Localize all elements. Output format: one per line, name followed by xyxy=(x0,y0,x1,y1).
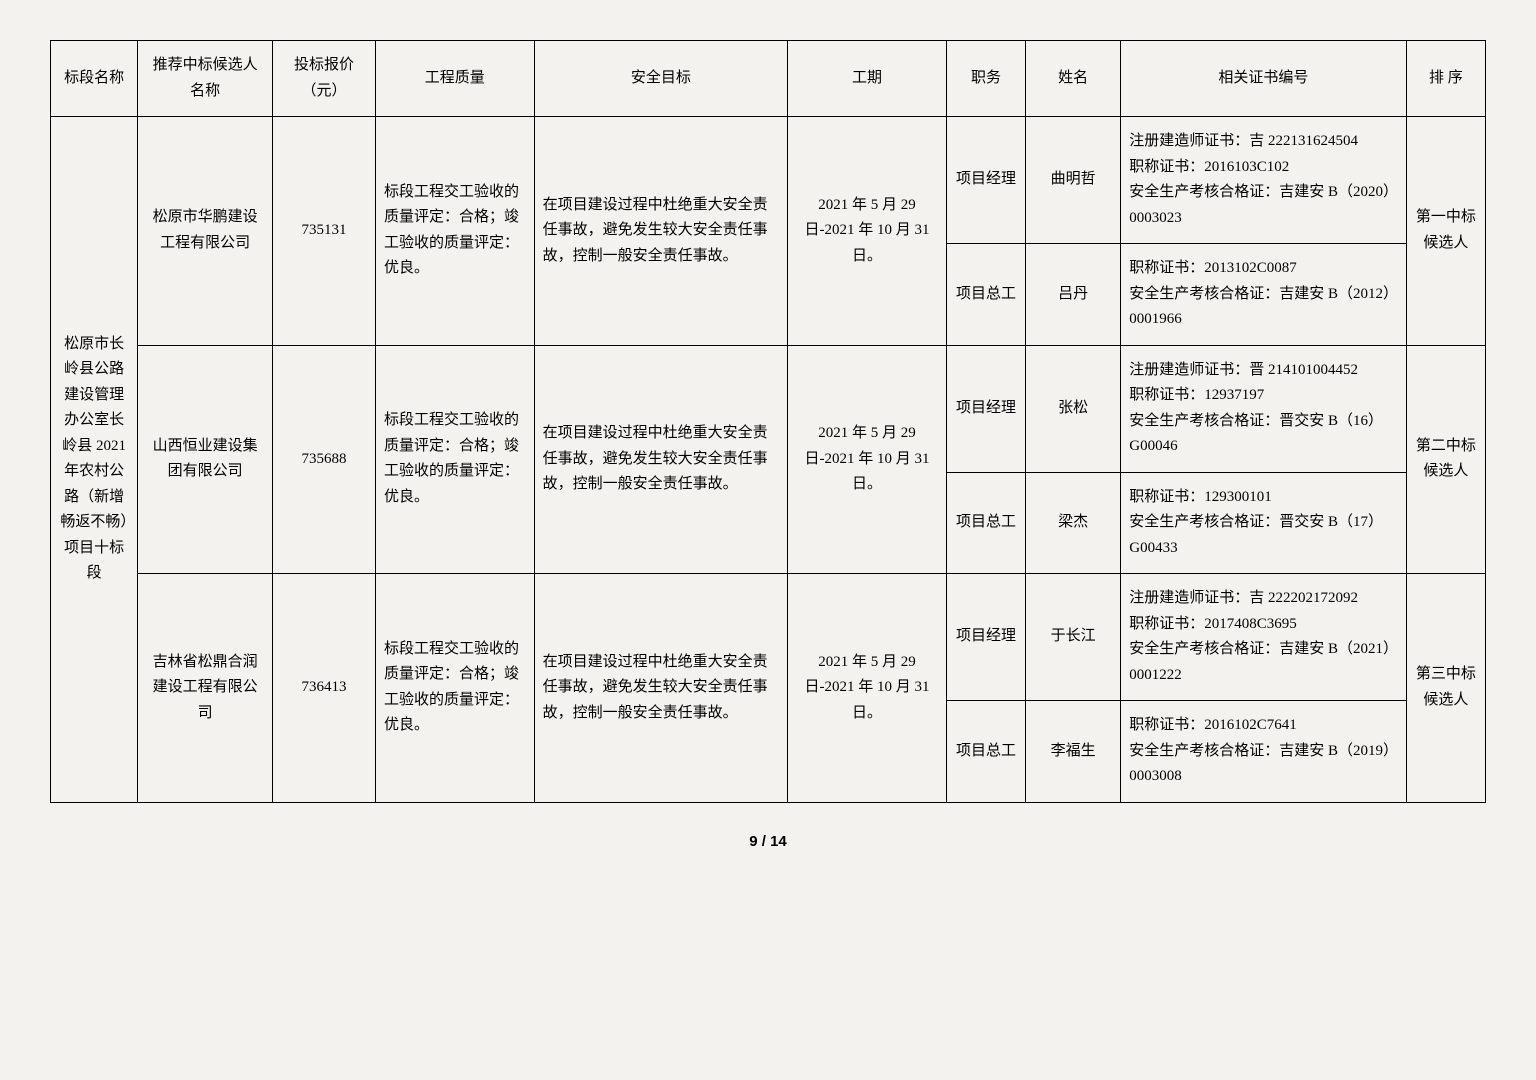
cell-role: 项目经理 xyxy=(946,345,1025,472)
bid-candidates-table: 标段名称 推荐中标候选人名称 投标报价（元） 工程质量 安全目标 工期 职务 姓… xyxy=(50,40,1486,803)
header-rank: 排 序 xyxy=(1406,41,1485,117)
cell-quality: 标段工程交工验收的质量评定：合格；竣工验收的质量评定：优良。 xyxy=(376,574,535,803)
header-bid: 投标报价（元） xyxy=(272,41,375,117)
cell-cert: 职称证书：2016102C7641 安全生产考核合格证：吉建安 B（2019）0… xyxy=(1121,701,1406,803)
cell-role: 项目总工 xyxy=(946,244,1025,346)
cell-name: 张松 xyxy=(1026,345,1121,472)
cell-rank: 第一中标候选人 xyxy=(1406,117,1485,346)
cell-quality: 标段工程交工验收的质量评定：合格；竣工验收的质量评定：优良。 xyxy=(376,117,535,346)
cell-role: 项目经理 xyxy=(946,574,1025,701)
cell-name: 曲明哲 xyxy=(1026,117,1121,244)
cell-cert: 注册建造师证书：吉 222202172092 职称证书：2017408C3695… xyxy=(1121,574,1406,701)
cell-safety: 在项目建设过程中杜绝重大安全责任事故，避免发生较大安全责任事故，控制一般安全责任… xyxy=(534,117,788,346)
cell-bid: 735131 xyxy=(272,117,375,346)
header-role: 职务 xyxy=(946,41,1025,117)
cell-cert: 注册建造师证书：吉 222131624504 职称证书：2016103C102 … xyxy=(1121,117,1406,244)
header-safety: 安全目标 xyxy=(534,41,788,117)
cell-section: 松原市长岭县公路建设管理办公室长岭县 2021 年农村公路（新增畅返不畅）项目十… xyxy=(51,117,138,803)
cell-safety: 在项目建设过程中杜绝重大安全责任事故，避免发生较大安全责任事故，控制一般安全责任… xyxy=(534,574,788,803)
cell-name: 李福生 xyxy=(1026,701,1121,803)
cell-role: 项目总工 xyxy=(946,472,1025,574)
cell-period: 2021 年 5 月 29 日-2021 年 10 月 31 日。 xyxy=(788,117,947,346)
cell-cert: 职称证书：129300101 安全生产考核合格证：晋交安 B（17）G00433 xyxy=(1121,472,1406,574)
cell-rank: 第二中标候选人 xyxy=(1406,345,1485,574)
header-section: 标段名称 xyxy=(51,41,138,117)
cell-role: 项目经理 xyxy=(946,117,1025,244)
cell-cert: 注册建造师证书：晋 214101004452 职称证书：12937197 安全生… xyxy=(1121,345,1406,472)
header-quality: 工程质量 xyxy=(376,41,535,117)
header-period: 工期 xyxy=(788,41,947,117)
table-header-row: 标段名称 推荐中标候选人名称 投标报价（元） 工程质量 安全目标 工期 职务 姓… xyxy=(51,41,1486,117)
cell-company: 山西恒业建设集团有限公司 xyxy=(138,345,273,574)
table-row: 松原市长岭县公路建设管理办公室长岭县 2021 年农村公路（新增畅返不畅）项目十… xyxy=(51,117,1486,244)
header-candidate: 推荐中标候选人名称 xyxy=(138,41,273,117)
cell-quality: 标段工程交工验收的质量评定：合格；竣工验收的质量评定：优良。 xyxy=(376,345,535,574)
cell-company: 松原市华鹏建设工程有限公司 xyxy=(138,117,273,346)
cell-company: 吉林省松鼎合润建设工程有限公司 xyxy=(138,574,273,803)
header-cert: 相关证书编号 xyxy=(1121,41,1406,117)
cell-role: 项目总工 xyxy=(946,701,1025,803)
header-name: 姓名 xyxy=(1026,41,1121,117)
cell-name: 吕丹 xyxy=(1026,244,1121,346)
cell-period: 2021 年 5 月 29 日-2021 年 10 月 31 日。 xyxy=(788,345,947,574)
cell-safety: 在项目建设过程中杜绝重大安全责任事故，避免发生较大安全责任事故，控制一般安全责任… xyxy=(534,345,788,574)
cell-period: 2021 年 5 月 29 日-2021 年 10 月 31 日。 xyxy=(788,574,947,803)
cell-name: 梁杰 xyxy=(1026,472,1121,574)
table-row: 吉林省松鼎合润建设工程有限公司736413标段工程交工验收的质量评定：合格；竣工… xyxy=(51,574,1486,701)
cell-name: 于长江 xyxy=(1026,574,1121,701)
cell-bid: 736413 xyxy=(272,574,375,803)
page-footer: 9 / 14 xyxy=(50,833,1486,850)
cell-cert: 职称证书：2013102C0087 安全生产考核合格证：吉建安 B（2012）0… xyxy=(1121,244,1406,346)
cell-rank: 第三中标候选人 xyxy=(1406,574,1485,803)
table-row: 山西恒业建设集团有限公司735688标段工程交工验收的质量评定：合格；竣工验收的… xyxy=(51,345,1486,472)
cell-bid: 735688 xyxy=(272,345,375,574)
